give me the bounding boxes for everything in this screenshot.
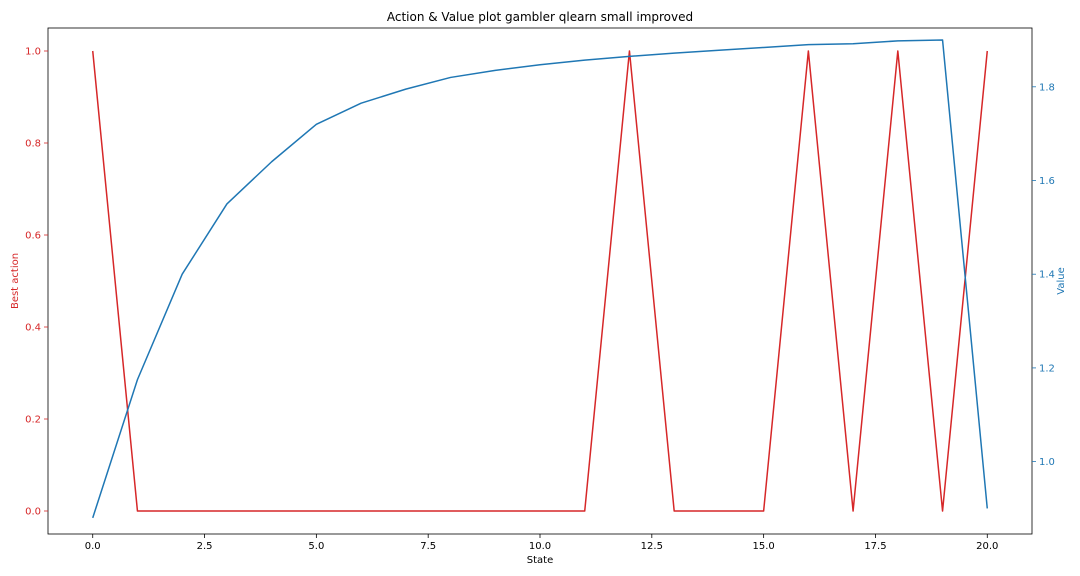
left-y-tick-label: 0.6 — [25, 231, 41, 242]
x-tick-label: 5.0 — [308, 541, 324, 552]
left-y-tick-label: 0.4 — [25, 323, 41, 334]
right-y-tick-label: 1.2 — [1039, 363, 1055, 374]
left-y-tick-label: 0.0 — [25, 507, 41, 518]
left-y-tick-label: 0.2 — [25, 415, 41, 426]
right-y-tick-label: 1.8 — [1039, 82, 1055, 93]
axes-layer: 0.0 2.5 5.0 7.5 10.0 12.5 15.0 17.5 20.0 0.0 0.2 0.… — [25, 27, 1055, 552]
series-layer — [91, 39, 989, 519]
right-y-axis-label: Value — [1056, 267, 1067, 294]
right-y-tick-label: 1.0 — [1039, 457, 1055, 468]
x-tick-label: 17.5 — [864, 541, 886, 552]
best-action-series-line — [91, 50, 989, 512]
x-tick-label: 20.0 — [976, 541, 998, 552]
x-tick-label: 2.5 — [197, 541, 213, 552]
x-tick-label: 7.5 — [420, 541, 436, 552]
x-tick-label: 15.0 — [753, 541, 775, 552]
right-y-tick-label: 1.6 — [1039, 176, 1055, 187]
value-series-line — [92, 39, 989, 519]
x-tick-label: 10.0 — [529, 541, 551, 552]
left-y-tick-label: 0.8 — [25, 139, 41, 150]
x-tick-label: 0.0 — [85, 541, 101, 552]
left-y-tick-label: 1.0 — [25, 47, 41, 58]
chart-title: Action & Value plot gambler qlearn small… — [387, 10, 693, 24]
left-y-axis-label: Best action — [10, 253, 21, 309]
x-axis-label: State — [527, 555, 553, 566]
x-tick-label: 12.5 — [641, 541, 663, 552]
right-y-tick-label: 1.4 — [1039, 270, 1055, 281]
